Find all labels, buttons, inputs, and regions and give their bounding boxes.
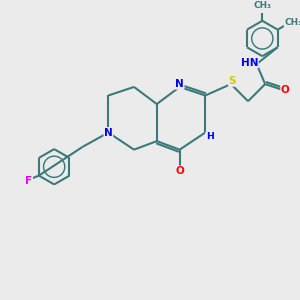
Text: N: N [175, 79, 184, 89]
Text: O: O [175, 166, 184, 176]
Text: CH₃: CH₃ [284, 18, 300, 27]
Text: CH₃: CH₃ [253, 1, 271, 10]
Text: H: H [206, 132, 214, 141]
Text: N: N [104, 128, 113, 138]
Text: S: S [229, 76, 236, 86]
Text: O: O [281, 85, 290, 95]
Text: HN: HN [241, 58, 258, 68]
Text: F: F [25, 176, 32, 186]
